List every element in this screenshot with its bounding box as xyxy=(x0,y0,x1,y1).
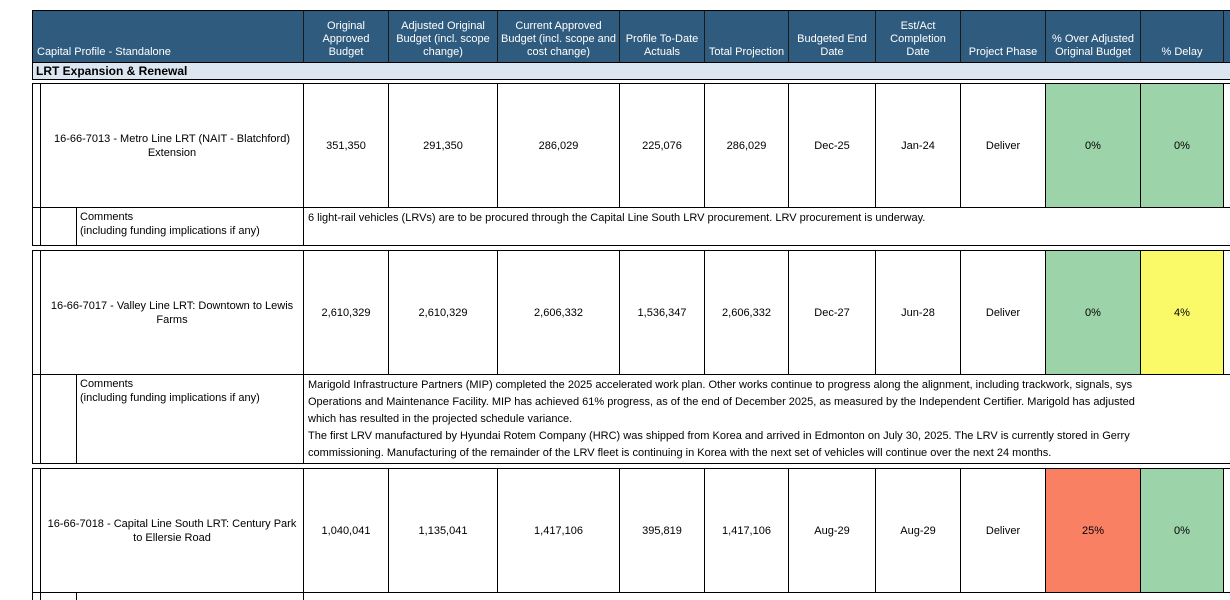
left-spacer-cell xyxy=(33,208,41,245)
comments-indent-cell xyxy=(41,593,77,600)
comment-line: Operations and Maintenance Facility. MIP… xyxy=(308,396,1135,408)
comments-label-line2: (including funding implications if any) xyxy=(80,392,260,404)
total-projection-value: 2,606,332 xyxy=(705,251,789,374)
original-approved-budget-value: 1,040,041 xyxy=(304,469,389,592)
left-spacer-cell xyxy=(33,469,41,592)
project-name: 16-66-7013 - Metro Line LRT (NAIT - Blat… xyxy=(41,84,304,207)
col-header-overflow xyxy=(1224,11,1230,62)
left-spacer-cell xyxy=(33,84,41,207)
col-header-budgeted-end-date: Budgeted End Date xyxy=(789,11,876,62)
comments-label xyxy=(77,593,304,600)
comment-text: Marigold Infrastructure Partners (MIP) c… xyxy=(304,375,1230,463)
current-approved-budget-value: 2,606,332 xyxy=(498,251,620,374)
comments-indent-cell xyxy=(41,208,77,245)
project-phase-value: Deliver xyxy=(961,251,1046,374)
total-projection-value: 286,029 xyxy=(705,84,789,207)
original-approved-budget-value: 351,350 xyxy=(304,84,389,207)
comment-text: 6 light-rail vehicles (LRVs) are to be p… xyxy=(304,208,1230,245)
pct-delay-status-cell: 4% xyxy=(1141,251,1224,374)
project-phase-value: Deliver xyxy=(961,469,1046,592)
col-header-project-phase: Project Phase xyxy=(961,11,1046,62)
comment-line: Marigold Infrastructure Partners (MIP) c… xyxy=(308,379,1133,391)
project-name: 16-66-7018 - Capital Line South LRT: Cen… xyxy=(41,469,304,592)
left-spacer-cell xyxy=(33,375,41,463)
original-approved-budget-value: 2,610,329 xyxy=(304,251,389,374)
profile-to-date-actuals-value: 225,076 xyxy=(620,84,705,207)
project-phase-value: Deliver xyxy=(961,84,1046,207)
pct-delay-status-cell: 0% xyxy=(1141,469,1224,592)
pct-over-budget-status-cell: 0% xyxy=(1046,251,1141,374)
col-header-total-projection: Total Projection xyxy=(705,11,789,62)
total-projection-value: 1,417,106 xyxy=(705,469,789,592)
col-header-pct-over-adjusted-original-budget: % Over Adjusted Original Budget xyxy=(1046,11,1141,62)
current-approved-budget-value: 286,029 xyxy=(498,84,620,207)
budgeted-end-date-value: Dec-25 xyxy=(789,84,876,207)
comments-label-line1: Comments xyxy=(80,211,134,223)
project-row: 16-66-7018 - Capital Line South LRT: Cen… xyxy=(33,469,1230,593)
overflow-column-cell xyxy=(1224,84,1230,207)
comments-row: Comments (including funding implications… xyxy=(33,208,1230,245)
table-header-row: Capital Profile - Standalone Original Ap… xyxy=(32,10,1230,63)
col-header-original-approved-budget: Original Approved Budget xyxy=(304,11,389,62)
left-spacer-cell xyxy=(33,593,41,600)
comments-indent-cell xyxy=(41,375,77,463)
project-group: 16-66-7018 - Capital Line South LRT: Cen… xyxy=(32,468,1230,600)
comment-line: commissioning. Manufacturing of the rema… xyxy=(308,447,1052,459)
adjusted-original-budget-value: 2,610,329 xyxy=(389,251,498,374)
pct-delay-status-cell: 0% xyxy=(1141,84,1224,207)
table-title: Capital Profile - Standalone xyxy=(33,11,304,62)
col-header-pct-delay: % Delay xyxy=(1141,11,1224,62)
comment-line: The first LRV manufactured by Hyundai Ro… xyxy=(308,430,1130,442)
profile-to-date-actuals-value: 1,536,347 xyxy=(620,251,705,374)
est-act-completion-date-value: Jun-28 xyxy=(876,251,961,374)
col-header-current-approved-budget: Current Approved Budget (incl. scope and… xyxy=(498,11,620,62)
current-approved-budget-value: 1,417,106 xyxy=(498,469,620,592)
section-header-lrt-expansion-renewal: LRT Expansion & Renewal xyxy=(32,63,1230,80)
est-act-completion-date-value: Aug-29 xyxy=(876,469,961,592)
project-group: 16-66-7017 - Valley Line LRT: Downtown t… xyxy=(32,250,1230,464)
project-name: 16-66-7017 - Valley Line LRT: Downtown t… xyxy=(41,251,304,374)
comments-label-line1: Comments xyxy=(80,378,134,390)
col-header-adjusted-original-budget: Adjusted Original Budget (incl. scope ch… xyxy=(389,11,498,62)
pct-over-budget-status-cell: 0% xyxy=(1046,84,1141,207)
capital-profile-table: Capital Profile - Standalone Original Ap… xyxy=(32,10,1230,600)
comments-label: Comments (including funding implications… xyxy=(77,375,304,463)
comment-line: 6 light-rail vehicles (LRVs) are to be p… xyxy=(308,212,926,224)
comments-row xyxy=(33,593,1230,600)
left-spacer-cell xyxy=(33,251,41,374)
budgeted-end-date-value: Aug-29 xyxy=(789,469,876,592)
adjusted-original-budget-value: 291,350 xyxy=(389,84,498,207)
profile-to-date-actuals-value: 395,819 xyxy=(620,469,705,592)
pct-over-budget-status-cell: 25% xyxy=(1046,469,1141,592)
project-row: 16-66-7013 - Metro Line LRT (NAIT - Blat… xyxy=(33,84,1230,208)
overflow-column-cell xyxy=(1224,251,1230,374)
budgeted-end-date-value: Dec-27 xyxy=(789,251,876,374)
comments-label-line2: (including funding implications if any) xyxy=(80,225,260,237)
est-act-completion-date-value: Jan-24 xyxy=(876,84,961,207)
overflow-column-cell xyxy=(1224,469,1230,592)
project-group: 16-66-7013 - Metro Line LRT (NAIT - Blat… xyxy=(32,83,1230,246)
comments-label: Comments (including funding implications… xyxy=(77,208,304,245)
col-header-est-act-completion-date: Est/Act Completion Date xyxy=(876,11,961,62)
comment-line: which has resulted in the projected sche… xyxy=(308,413,573,425)
adjusted-original-budget-value: 1,135,041 xyxy=(389,469,498,592)
comment-text xyxy=(304,593,1230,600)
project-row: 16-66-7017 - Valley Line LRT: Downtown t… xyxy=(33,251,1230,375)
comments-row: Comments (including funding implications… xyxy=(33,375,1230,463)
col-header-profile-to-date-actuals: Profile To-Date Actuals xyxy=(620,11,705,62)
